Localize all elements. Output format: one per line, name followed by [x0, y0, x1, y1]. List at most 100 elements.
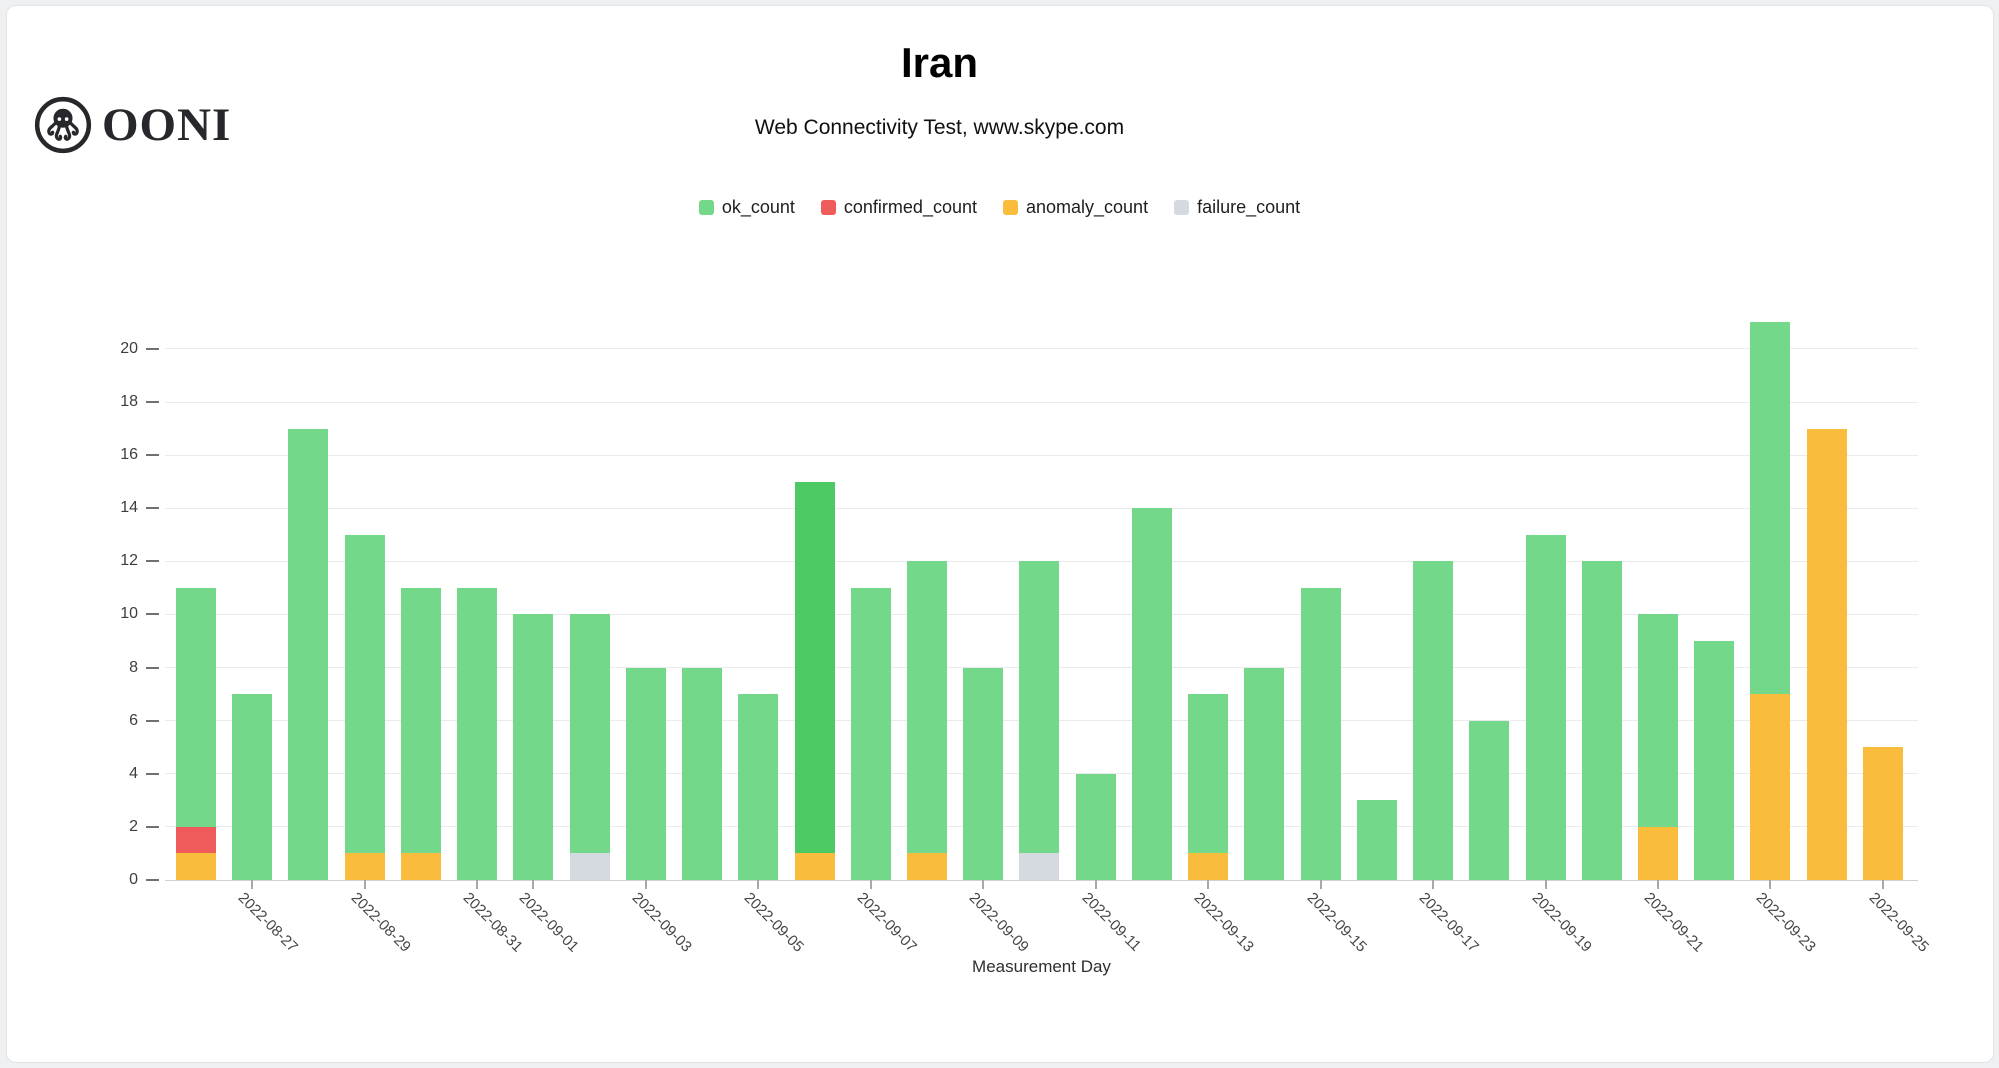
x-tick-label: 2022-09-15: [1303, 889, 1370, 956]
bar-segment-2022-09-06-ok_count[interactable]: [794, 481, 835, 854]
bar-segment-2022-09-22-ok_count[interactable]: [1694, 641, 1735, 880]
y-tick-label: 0: [129, 871, 138, 888]
x-tick-mark: [869, 880, 872, 889]
bar-segment-2022-09-23-anomaly_count[interactable]: [1750, 694, 1791, 880]
bar-segment-2022-08-28-ok_count[interactable]: [288, 428, 329, 880]
chart-card: [6, 5, 1994, 1063]
legend-item-failure-count[interactable]: failure_count: [1174, 197, 1300, 218]
x-tick-mark: [1881, 880, 1884, 889]
y-tick-mark: [146, 560, 159, 563]
x-axis-title: Measurement Day: [972, 957, 1111, 976]
x-tick-label: 2022-09-01: [516, 889, 583, 956]
gridline: [165, 348, 1918, 350]
bar-segment-2022-09-15-ok_count[interactable]: [1300, 587, 1341, 880]
bar-segment-2022-09-21-ok_count[interactable]: [1637, 614, 1678, 827]
chart-subtitle: Web Connectivity Test, www.skype.com: [754, 116, 1125, 140]
bar-segment-2022-09-11-ok_count[interactable]: [1075, 773, 1116, 880]
y-tick-mark: [146, 507, 159, 510]
ooni-logo: OONI: [34, 96, 231, 154]
bar-segment-2022-08-31-ok_count[interactable]: [457, 587, 498, 880]
y-tick-label: 20: [120, 339, 138, 357]
bar-segment-2022-09-23-ok_count[interactable]: [1750, 322, 1791, 695]
x-tick-label: 2022-09-25: [1865, 889, 1932, 956]
bar-segment-2022-09-05-ok_count[interactable]: [738, 694, 779, 880]
bar-segment-2022-09-24-anomaly_count[interactable]: [1806, 428, 1847, 880]
bar-segment-2022-09-10-failure_count[interactable]: [1019, 853, 1060, 880]
bar-segment-2022-09-21-anomaly_count[interactable]: [1637, 826, 1678, 880]
y-tick-mark: [146, 613, 159, 616]
bar-segment-2022-09-09-ok_count[interactable]: [963, 667, 1004, 880]
y-tick-label: 14: [120, 499, 138, 517]
bar-segment-2022-09-12-ok_count[interactable]: [1131, 508, 1172, 880]
x-tick-label: 2022-09-17: [1415, 889, 1483, 956]
legend-item-ok-count[interactable]: ok_count: [698, 197, 795, 218]
bar-segment-2022-09-17-ok_count[interactable]: [1413, 561, 1454, 880]
bar-segment-2022-09-13-anomaly_count[interactable]: [1188, 853, 1229, 880]
y-tick-label: 2: [129, 817, 138, 835]
x-tick-mark: [1769, 880, 1772, 889]
legend-swatch-icon: [1002, 200, 1018, 215]
legend-item-confirmed-count[interactable]: confirmed_count: [820, 197, 977, 218]
legend-swatch-icon: [820, 200, 836, 215]
y-tick-mark: [146, 772, 159, 775]
bar-segment-2022-08-30-anomaly_count[interactable]: [400, 853, 441, 880]
bar-segment-2022-08-30-ok_count[interactable]: [400, 587, 441, 854]
x-tick-mark: [251, 880, 254, 889]
y-tick-mark: [146, 825, 159, 828]
y-tick-label: 4: [129, 764, 138, 782]
bar-segment-2022-08-29-ok_count[interactable]: [344, 534, 385, 854]
bar-segment-2022-09-01-ok_count[interactable]: [513, 614, 554, 880]
x-tick-mark: [1094, 880, 1097, 889]
x-tick-label: 2022-08-27: [234, 889, 302, 956]
x-tick-mark: [757, 880, 760, 889]
bar-segment-2022-08-26-ok_count[interactable]: [176, 587, 216, 827]
legend-label: anomaly_count: [1025, 197, 1149, 217]
x-tick-label: 2022-09-05: [740, 889, 808, 956]
x-tick-mark: [532, 880, 535, 889]
bar-segment-2022-09-08-ok_count[interactable]: [906, 561, 947, 854]
legend-item-anomaly-count[interactable]: anomaly_count: [1002, 197, 1149, 218]
x-tick-mark: [644, 880, 647, 889]
bar-segment-2022-09-02-ok_count[interactable]: [569, 614, 610, 854]
y-tick-mark: [146, 879, 159, 881]
gridline: [165, 507, 1918, 509]
x-tick-label: 2022-09-23: [1753, 889, 1820, 956]
y-tick-label: 16: [120, 446, 138, 464]
y-tick-label: 8: [129, 658, 138, 676]
bar-segment-2022-09-16-ok_count[interactable]: [1356, 800, 1397, 880]
bar-segment-2022-09-08-anomaly_count[interactable]: [906, 853, 947, 880]
bar-segment-2022-09-13-ok_count[interactable]: [1188, 694, 1229, 854]
bar-segment-2022-08-29-anomaly_count[interactable]: [344, 853, 385, 880]
bar-segment-2022-09-14-ok_count[interactable]: [1244, 667, 1285, 880]
bar-segment-2022-09-02-failure_count[interactable]: [569, 853, 610, 880]
bar-segment-2022-08-27-ok_count[interactable]: [232, 694, 273, 880]
bar-segment-2022-09-07-ok_count[interactable]: [850, 587, 891, 880]
ooni-wordmark: OONI: [102, 98, 232, 151]
legend-swatch-icon: [698, 200, 714, 215]
bar-segment-2022-09-25-anomaly_count[interactable]: [1862, 747, 1903, 880]
x-tick-mark: [1432, 880, 1435, 889]
chart-legend: ok_count confirmed_count anomaly_count fail…: [0, 197, 1999, 218]
bar-segment-2022-08-26-confirmed_count[interactable]: [176, 826, 216, 854]
x-tick-mark: [1319, 880, 1322, 889]
x-tick-label: 2022-09-21: [1640, 889, 1707, 956]
bar-segment-2022-09-19-ok_count[interactable]: [1525, 534, 1566, 880]
legend-label: confirmed_count: [843, 197, 977, 217]
legend-label: failure_count: [1197, 197, 1301, 217]
bar-segment-2022-08-26-anomaly_count[interactable]: [176, 853, 216, 880]
y-tick-mark: [146, 401, 159, 403]
y-tick-label: 18: [120, 393, 138, 410]
legend-label: ok_count: [721, 197, 795, 217]
x-tick-mark: [982, 880, 985, 889]
y-tick-label: 12: [120, 552, 138, 570]
y-tick-label: 10: [120, 605, 138, 623]
bar-segment-2022-09-10-ok_count[interactable]: [1019, 561, 1060, 854]
bar-segment-2022-09-03-ok_count[interactable]: [625, 667, 666, 880]
bar-segment-2022-09-06-anomaly_count[interactable]: [794, 853, 835, 880]
x-tick-label: 2022-09-09: [965, 889, 1033, 956]
x-tick-mark: [1544, 880, 1547, 889]
x-tick-label: 2022-09-03: [628, 889, 695, 956]
bar-segment-2022-09-04-ok_count[interactable]: [682, 667, 723, 880]
bar-segment-2022-09-18-ok_count[interactable]: [1469, 720, 1510, 880]
bar-segment-2022-09-20-ok_count[interactable]: [1581, 561, 1622, 880]
